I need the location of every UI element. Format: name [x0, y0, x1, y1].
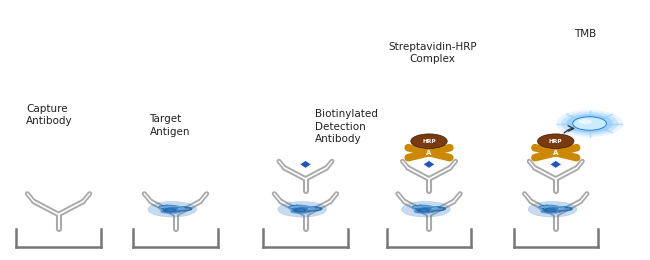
Ellipse shape — [148, 202, 196, 217]
Circle shape — [566, 114, 613, 133]
Text: A: A — [426, 150, 432, 156]
Polygon shape — [550, 160, 562, 168]
Ellipse shape — [402, 202, 450, 217]
Text: TMB: TMB — [574, 29, 596, 38]
Polygon shape — [423, 160, 435, 168]
Text: Target
Antigen: Target Antigen — [150, 114, 190, 137]
Text: Capture
Antibody: Capture Antibody — [26, 104, 73, 126]
Text: Streptavidin-HRP
Complex: Streptavidin-HRP Complex — [388, 42, 476, 64]
Circle shape — [578, 119, 592, 124]
Text: HRP: HRP — [422, 139, 436, 144]
Ellipse shape — [278, 202, 326, 217]
Text: Biotinylated
Detection
Antibody: Biotinylated Detection Antibody — [315, 109, 378, 144]
Ellipse shape — [528, 202, 577, 217]
Circle shape — [561, 112, 618, 135]
Text: HRP: HRP — [549, 139, 562, 144]
Text: A: A — [553, 150, 558, 156]
Circle shape — [573, 117, 606, 130]
Circle shape — [538, 134, 574, 148]
Circle shape — [411, 134, 447, 148]
Polygon shape — [300, 160, 311, 168]
Circle shape — [556, 110, 623, 137]
